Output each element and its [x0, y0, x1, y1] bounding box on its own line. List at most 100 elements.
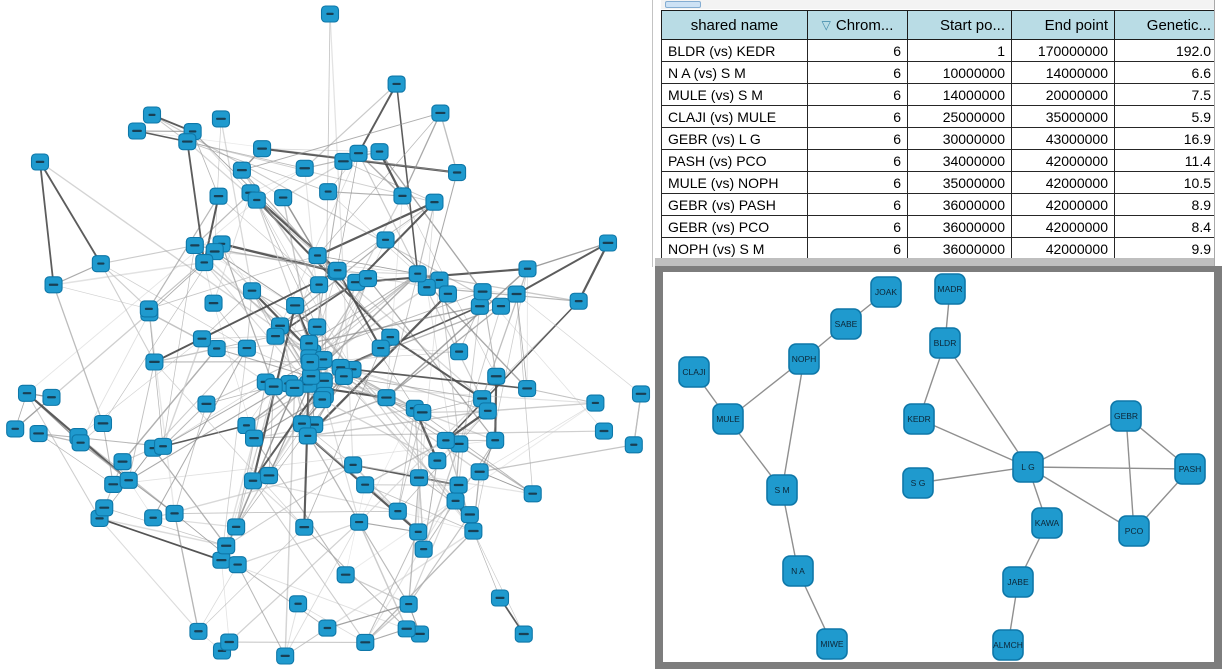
edge-value-cell[interactable]: 43000000 — [1011, 127, 1115, 150]
edge-value-cell[interactable]: 8.4 — [1114, 215, 1218, 238]
network-node[interactable] — [491, 297, 511, 315]
network-node[interactable] — [334, 367, 353, 385]
node-shape[interactable] — [1031, 507, 1063, 539]
node-shape[interactable] — [992, 629, 1024, 661]
edge-name-cell[interactable]: GEBR (vs) PASH — [661, 193, 808, 216]
edge-value-cell[interactable]: 170000000 — [1011, 39, 1115, 62]
network-node[interactable] — [393, 187, 412, 205]
node-shape[interactable] — [712, 403, 744, 435]
node-shape[interactable] — [934, 273, 966, 305]
network-node[interactable] — [490, 589, 510, 607]
network-node-madr[interactable]: MADR — [934, 273, 966, 305]
edge-value-cell[interactable]: 6 — [807, 105, 908, 128]
network-node[interactable] — [42, 388, 61, 406]
network-node[interactable] — [320, 5, 340, 23]
network-edge-LG-PCO[interactable] — [1027, 466, 1135, 532]
network-node[interactable] — [165, 504, 184, 523]
network-node[interactable] — [220, 633, 239, 651]
network-node[interactable] — [264, 378, 283, 396]
network-node[interactable] — [153, 437, 173, 455]
network-node[interactable] — [448, 164, 467, 182]
network-node[interactable] — [318, 619, 337, 637]
network-node[interactable] — [207, 340, 226, 358]
network-node[interactable] — [349, 144, 368, 162]
edge-value-cell[interactable]: 192.0 — [1114, 39, 1218, 62]
network-node[interactable] — [30, 153, 50, 171]
network-node[interactable] — [237, 339, 256, 357]
network-node[interactable] — [185, 236, 204, 255]
network-node[interactable] — [449, 476, 468, 494]
vertical-scrollbar-track[interactable] — [1214, 0, 1222, 266]
network-node[interactable] — [178, 133, 197, 151]
network-node-claji[interactable]: CLAJI — [678, 356, 710, 388]
network-node-sabe[interactable]: SABE — [830, 308, 862, 340]
network-node[interactable] — [569, 292, 588, 310]
node-shape[interactable] — [766, 474, 798, 506]
edge-value-cell[interactable]: 9.9 — [1114, 237, 1218, 260]
network-node-pco[interactable]: PCO — [1118, 515, 1150, 547]
edge-value-cell[interactable]: 42000000 — [1011, 237, 1115, 260]
network-node[interactable] — [436, 431, 455, 449]
edge-name-cell[interactable]: GEBR (vs) L G — [661, 127, 808, 150]
subnetwork-view[interactable]: JOAK MADR SABE NOPH BLDR CLAJI MULE KEDR GEBR L G… — [655, 266, 1222, 669]
edge-value-cell[interactable]: 42000000 — [1011, 215, 1115, 238]
network-node[interactable] — [276, 647, 295, 665]
network-node[interactable] — [377, 389, 396, 407]
network-edge-GEBR-PCO[interactable] — [1125, 415, 1135, 532]
network-node[interactable] — [209, 187, 228, 205]
table-row[interactable]: GEBR (vs) PCO 6 36000000 42000000 8.4 — [661, 215, 1218, 238]
network-node[interactable] — [408, 265, 427, 283]
network-node-jabe[interactable]: JABE — [1002, 566, 1034, 598]
network-node[interactable] — [244, 429, 264, 447]
network-node[interactable] — [189, 622, 208, 640]
edge-value-cell[interactable]: 6 — [807, 127, 908, 150]
edge-value-cell[interactable]: 35000000 — [907, 171, 1012, 194]
network-node[interactable] — [410, 625, 430, 643]
edge-value-cell[interactable]: 20000000 — [1011, 83, 1115, 106]
edge-value-cell[interactable]: 11.4 — [1114, 149, 1218, 172]
node-shape[interactable] — [929, 327, 961, 359]
network-node[interactable] — [301, 367, 321, 385]
network-node-bldr[interactable]: BLDR — [929, 327, 961, 359]
node-shape[interactable] — [830, 308, 862, 340]
main-network-view[interactable] — [0, 0, 655, 669]
network-node[interactable] — [274, 189, 293, 207]
network-node-mule[interactable]: MULE — [712, 403, 744, 435]
network-node[interactable] — [211, 110, 231, 128]
edge-value-cell[interactable]: 42000000 — [1011, 149, 1115, 172]
network-node-almch[interactable]: ALMCH — [992, 629, 1024, 661]
edge-value-cell[interactable]: 36000000 — [907, 193, 1012, 216]
node-shape[interactable] — [1110, 400, 1142, 432]
network-node-kawa[interactable]: KAWA — [1031, 507, 1063, 539]
network-node[interactable] — [91, 255, 110, 273]
edge-value-cell[interactable]: 6 — [807, 83, 908, 106]
network-edge-BLDR-LG[interactable] — [944, 342, 1029, 468]
network-node[interactable] — [413, 403, 432, 422]
network-node[interactable] — [450, 343, 469, 361]
network-node[interactable] — [487, 367, 506, 385]
network-node[interactable] — [464, 522, 483, 540]
edge-value-cell[interactable]: 25000000 — [907, 105, 1012, 128]
network-node-miwe[interactable]: MIWE — [816, 628, 848, 660]
network-node[interactable] — [409, 523, 428, 541]
network-node[interactable] — [289, 595, 308, 613]
network-node[interactable] — [145, 353, 164, 371]
network-node[interactable] — [388, 502, 407, 520]
network-node[interactable] — [285, 379, 304, 397]
horizontal-scrollbar-track[interactable] — [661, 0, 1214, 9]
table-row[interactable]: NOPH (vs) S M 6 36000000 42000000 9.9 — [661, 237, 1218, 260]
edge-name-cell[interactable]: NOPH (vs) S M — [661, 237, 808, 260]
network-node[interactable] — [192, 330, 212, 348]
edge-value-cell[interactable]: 14000000 — [1011, 61, 1115, 84]
column-header-startpo[interactable]: Start po... — [907, 10, 1012, 40]
edge-value-cell[interactable]: 6 — [807, 215, 908, 238]
network-node[interactable] — [486, 431, 505, 449]
network-node[interactable] — [470, 463, 489, 481]
network-node-joak[interactable]: JOAK — [870, 276, 902, 308]
network-node[interactable] — [17, 384, 37, 402]
network-node[interactable] — [399, 595, 418, 613]
edge-value-cell[interactable]: 30000000 — [907, 127, 1012, 150]
network-node[interactable] — [113, 453, 132, 471]
network-node[interactable] — [319, 183, 338, 201]
table-row[interactable]: MULE (vs) S M 6 14000000 20000000 7.5 — [661, 83, 1218, 106]
